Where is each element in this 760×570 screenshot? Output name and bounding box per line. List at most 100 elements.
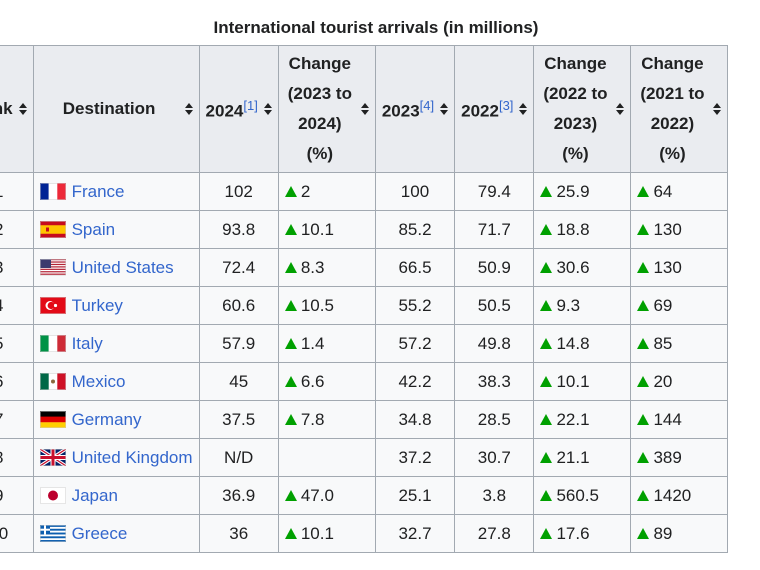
change-value: 144 [653,409,682,429]
flag-icon [38,447,67,467]
cell-change-2021-2022: 69 [630,286,729,325]
change-value: 9.3 [556,295,581,315]
country-link[interactable]: France [71,181,125,201]
cell-y2022: 79.4 [454,172,535,211]
column-header[interactable]: Change (2022 to 2023) (%) [533,45,632,173]
cell-change-2022-2023: 18.8 [533,210,632,249]
change-value: 130 [653,257,682,277]
cell-change-2023-2024: 7.8 [277,400,376,439]
cell-y2022: 28.5 [454,400,535,439]
table: RankDestination2024[1]Change (2023 to 20… [0,45,729,553]
country-link[interactable]: Turkey [71,295,123,315]
sort-icon [616,103,625,115]
country-link[interactable]: Greece [71,523,128,543]
change-value: 30.6 [556,257,590,277]
table-row: 9 Japan 36.9 47.0 25.13.8 560.5 1420 [0,476,729,515]
header-text: 2022 [461,101,499,121]
header-text: Change (2023 to 2024) (%) [287,54,352,163]
cell-destination: Spain [32,210,200,249]
cell-destination: Greece [32,514,200,553]
header-text: Destination [62,99,156,118]
cell-y2023: 55.2 [374,286,456,325]
cell-change-2021-2022: 20 [630,362,729,401]
flag-icon [39,220,66,238]
cell-change-2023-2024: 10.5 [277,286,376,325]
cell-rank: 4 [0,286,34,325]
cell-change-2022-2023: 17.6 [533,514,632,553]
country-link[interactable]: United States [71,257,174,277]
cell-y2023: 66.5 [374,248,456,287]
country-link[interactable]: Japan [71,485,118,505]
reference[interactable]: [3] [498,98,514,114]
cell-change-2022-2023: 30.6 [533,248,632,287]
cell-change-2022-2023: 22.1 [533,400,632,439]
increase-icon [284,223,297,235]
increase-icon [637,527,650,539]
increase-icon [540,261,553,273]
header-text: 2023 [381,101,420,121]
column-header[interactable]: Destination [32,45,200,173]
cell-y2024: 60.6 [198,286,279,325]
cell-destination: United States [32,248,200,287]
cell-y2022: 38.3 [454,362,535,401]
increase-icon [637,413,650,425]
column-header[interactable]: Change (2023 to 2024) (%) [277,45,376,173]
country-link[interactable]: United Kingdom [71,447,193,467]
column-header[interactable]: 2022[3] [454,45,535,173]
column-header[interactable]: 2024[1] [198,45,279,173]
change-value: 69 [653,295,673,315]
cell-destination: Mexico [32,362,200,401]
cell-destination: France [32,172,200,211]
change-value: 85 [653,333,673,353]
change-value: 17.6 [556,523,590,543]
reference[interactable]: [4] [419,98,435,114]
table-caption: International tourist arrivals (in milli… [213,18,539,37]
increase-icon [637,223,650,235]
column-header[interactable]: 2023[4] [374,45,456,173]
sort-icon [263,103,272,115]
flag-icon [39,296,66,314]
cell-change-2023-2024: 6.6 [277,362,376,401]
change-value: 8.3 [300,257,325,277]
country-link[interactable]: Germany [71,409,142,429]
table-row: 10 Greece 36 10.1 32.727.8 17.6 89 [0,514,729,553]
cell-destination: Germany [32,400,200,439]
sort-icon [184,103,193,115]
cell-change-2022-2023: 14.8 [533,324,632,363]
column-header[interactable]: Rank [0,45,34,173]
cell-y2022: 27.8 [454,514,535,553]
cell-y2024: 36 [198,514,279,553]
reference[interactable]: [1] [243,98,258,114]
cell-y2024: N/D [198,438,279,477]
cell-y2023: 32.7 [374,514,456,553]
cell-rank: 7 [0,400,34,439]
change-value: 14.8 [556,333,590,353]
cell-y2024: 36.9 [198,476,279,515]
flag-icon [39,182,66,200]
increase-icon [540,299,553,311]
increase-icon [540,451,553,463]
country-link[interactable]: Spain [71,219,116,239]
increase-icon [284,375,297,387]
cell-rank: 3 [0,248,34,287]
cell-y2023: 100 [374,172,456,211]
cell-change-2023-2024: 2 [277,172,376,211]
change-value: 10.1 [556,371,590,391]
change-value: 64 [653,181,673,201]
column-header[interactable]: Change (2021 to 2022) (%) [630,45,729,173]
cell-change-2022-2023: 560.5 [533,476,632,515]
cell-change-2021-2022: 89 [630,514,729,553]
change-value: 22.1 [556,409,590,429]
change-value: 130 [653,219,682,239]
sort-icon [713,103,722,115]
increase-icon [637,375,650,387]
cell-change-2021-2022: 64 [630,172,729,211]
cell-rank: 10 [0,514,34,553]
increase-icon [284,261,297,273]
country-link[interactable]: Italy [71,333,103,353]
cell-change-2023-2024: 10.1 [277,514,376,553]
country-link[interactable]: Mexico [71,371,126,391]
cell-y2022: 49.8 [454,324,535,363]
change-value: 20 [653,371,673,391]
